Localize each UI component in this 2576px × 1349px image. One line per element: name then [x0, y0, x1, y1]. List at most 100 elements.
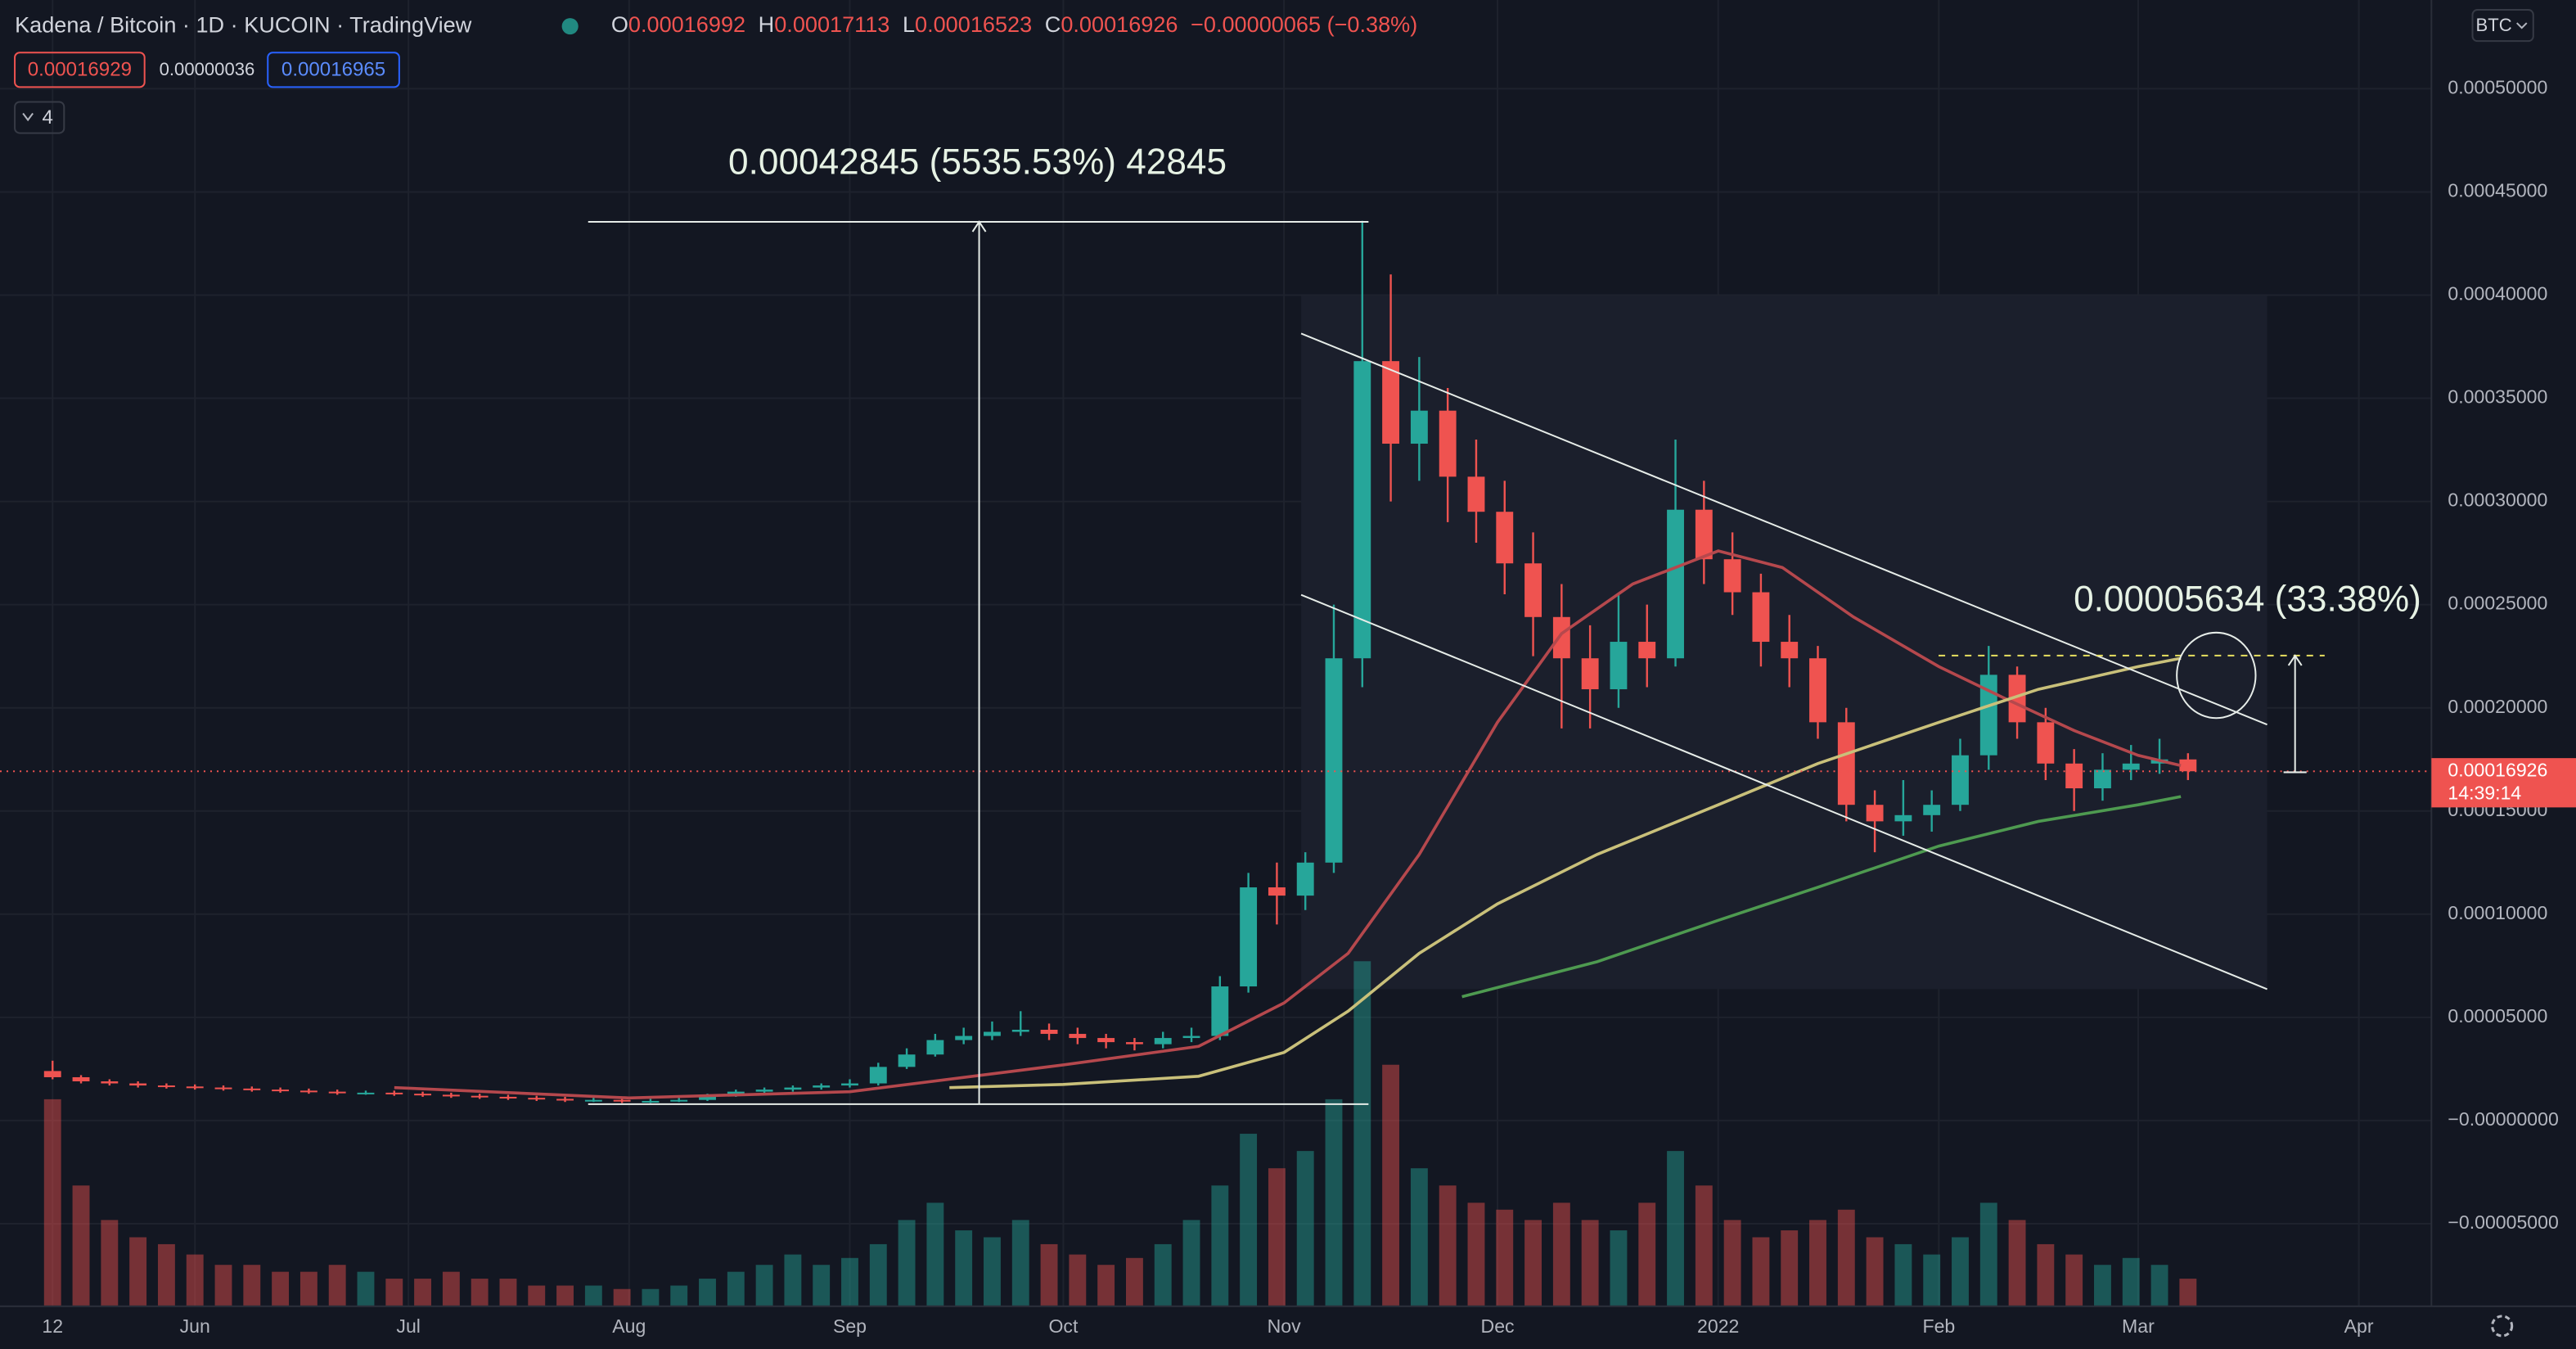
- candle-body: [1552, 616, 1570, 659]
- candle-body: [72, 1076, 90, 1082]
- currency-button[interactable]: [2471, 9, 2534, 43]
- ohlc: O0.00016992 H0.00017113 L0.00016523 C0.0…: [611, 11, 1417, 37]
- volume-bar: [613, 1288, 631, 1306]
- candle-body: [1723, 559, 1741, 593]
- candle-body: [1923, 805, 1941, 815]
- ohlc-value: 0.00016992: [628, 11, 745, 37]
- volume-bar: [1667, 1151, 1684, 1306]
- volume-bar: [2150, 1265, 2168, 1306]
- ohlc-value: 0.00017113: [774, 11, 889, 37]
- candle-body: [670, 1099, 688, 1102]
- volume-bar: [1069, 1254, 1087, 1306]
- candle-body: [1667, 509, 1684, 659]
- volume-bar: [1467, 1202, 1485, 1306]
- candle-body: [2122, 763, 2140, 770]
- candle-body: [43, 1071, 61, 1077]
- candle-body: [2037, 722, 2055, 764]
- candle-body: [2008, 674, 2026, 723]
- volume-bar: [129, 1237, 147, 1306]
- ohlc-value: 0.00016926: [1061, 11, 1178, 37]
- volume-bar: [1581, 1220, 1599, 1306]
- volume-bar: [1211, 1185, 1229, 1306]
- volume-bar: [2008, 1220, 2026, 1306]
- volume-bar: [1439, 1185, 1457, 1306]
- y-tick-label: 0.00010000: [2448, 902, 2547, 923]
- candle-body: [1353, 361, 1371, 659]
- candle-body: [926, 1040, 944, 1055]
- countdown: 14:39:14: [2448, 782, 2521, 803]
- buy-button[interactable]: [267, 52, 400, 88]
- volume-bar: [1154, 1243, 1172, 1306]
- candle-body: [813, 1085, 831, 1088]
- volume-bar: [1638, 1202, 1656, 1306]
- bid[interactable]: 0.00016929: [28, 59, 132, 81]
- x-tick-label: Mar: [2122, 1315, 2155, 1337]
- volume-bar: [1182, 1220, 1200, 1306]
- volume-bar: [1894, 1243, 1912, 1306]
- y-tick-label: 0.00045000: [2448, 180, 2547, 201]
- candle-body: [1581, 658, 1599, 690]
- currency[interactable]: BTC: [2476, 15, 2512, 35]
- volume-bar: [1325, 1099, 1343, 1306]
- volume-bar: [813, 1265, 831, 1306]
- indicators-toggle[interactable]: [14, 101, 65, 134]
- circle-mark: [2176, 631, 2257, 720]
- volume-bar: [2094, 1265, 2111, 1306]
- candle-body: [214, 1087, 232, 1090]
- y-tick-label: 0.00020000: [2448, 696, 2547, 717]
- volume-bar: [299, 1271, 317, 1306]
- volume-bar: [1240, 1134, 1258, 1306]
- moving-average: [394, 549, 2182, 1100]
- volume-bar: [1781, 1230, 1799, 1306]
- candle-body: [1154, 1038, 1172, 1044]
- measure-label: 0.00042845 (5535.53%) 42845: [728, 142, 1227, 182]
- candle-body: [898, 1054, 916, 1067]
- volume-pane: [43, 961, 2197, 1306]
- y-tick-label: 0.00040000: [2448, 283, 2547, 305]
- channel-line: [1300, 332, 2268, 726]
- price-axis: [2431, 0, 2576, 1349]
- volume-bar: [2122, 1257, 2140, 1306]
- volume-bar: [1125, 1257, 1143, 1306]
- candle-body: [841, 1083, 858, 1086]
- indicators-count[interactable]: 4: [43, 106, 53, 129]
- volume-bar: [157, 1243, 175, 1306]
- volume-bar: [1353, 961, 1371, 1306]
- spread: 0.00000036: [160, 59, 255, 79]
- volume-bar: [699, 1279, 716, 1306]
- candle-body: [699, 1095, 716, 1100]
- x-tick-label: Feb: [1922, 1315, 1955, 1337]
- y-tick-label: 0.00025000: [2448, 593, 2547, 614]
- volume-bar: [841, 1257, 858, 1306]
- volume-bar: [1695, 1185, 1713, 1306]
- sell-button[interactable]: [14, 52, 146, 88]
- chevron: [2516, 22, 2528, 29]
- candle-body: [784, 1087, 802, 1090]
- candle-body: [869, 1067, 887, 1084]
- volume-bar: [1382, 1064, 1400, 1306]
- candle-body: [1979, 674, 1997, 756]
- candle-body: [328, 1091, 346, 1094]
- volume-bar: [1524, 1220, 1542, 1306]
- volume-bar: [1268, 1168, 1286, 1306]
- candle-body: [357, 1092, 375, 1094]
- volume-bar: [72, 1185, 90, 1306]
- volume-bar: [2179, 1279, 2197, 1306]
- volume-bar: [385, 1279, 403, 1306]
- ask[interactable]: 0.00016965: [281, 59, 385, 81]
- arrow-head: [971, 220, 987, 232]
- volume-bar: [1979, 1202, 1997, 1306]
- settings-icon[interactable]: [2491, 1315, 2514, 1338]
- time-axis: [0, 1306, 2576, 1349]
- volume-bar: [1809, 1220, 1826, 1306]
- volume-bar: [2065, 1254, 2083, 1306]
- x-tick-label: Dec: [1481, 1315, 1515, 1337]
- y-tick-label: 0.00050000: [2448, 76, 2547, 97]
- candle-body: [584, 1099, 602, 1102]
- candle-body: [129, 1083, 147, 1086]
- volume-bar: [214, 1265, 232, 1306]
- volume-bar: [727, 1271, 745, 1306]
- volume-bar: [328, 1265, 346, 1306]
- candle-body: [2094, 769, 2111, 789]
- ohlc-label: C: [1045, 11, 1061, 37]
